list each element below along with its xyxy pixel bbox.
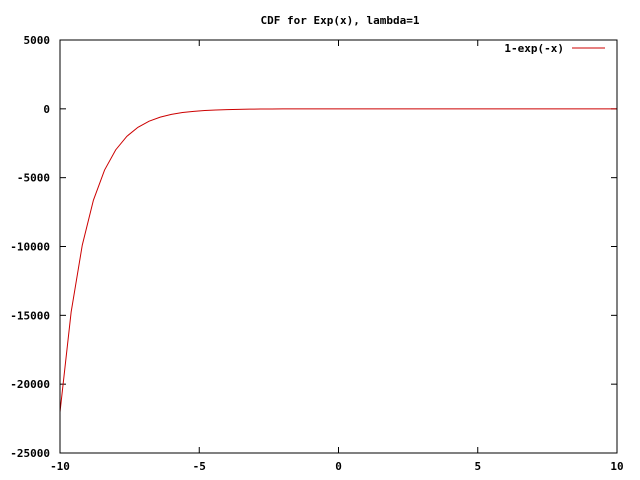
plot-area-border [59, 39, 618, 454]
legend-entry-label: 1-exp(-x) [504, 42, 564, 55]
y-tick-label: 5000 [24, 34, 51, 47]
y-tick-label: -20000 [10, 378, 50, 391]
y-tick-label: -15000 [10, 309, 50, 322]
x-tick-label: -10 [50, 460, 70, 473]
x-tick-label: 10 [610, 460, 623, 473]
series-group [59, 108, 617, 413]
x-tick-label: 0 [335, 460, 342, 473]
x-tick-label: 5 [474, 460, 481, 473]
y-tick-label: -10000 [10, 241, 50, 254]
x-axis-tick-labels: -10 -5 0 5 10 [50, 460, 624, 473]
chart-title: CDF for Exp(x), lambda=1 [261, 14, 420, 27]
y-tick-label: -25000 [10, 447, 50, 460]
x-tick-label: -5 [193, 460, 206, 473]
series-line [59, 108, 617, 413]
y-tick-label: 0 [43, 103, 50, 116]
legend: 1-exp(-x) [504, 42, 605, 55]
y-axis-tick-labels: 5000 0 -5000 -10000 -15000 -20000 -25000 [10, 34, 50, 460]
y-tick-label: -5000 [17, 172, 50, 185]
